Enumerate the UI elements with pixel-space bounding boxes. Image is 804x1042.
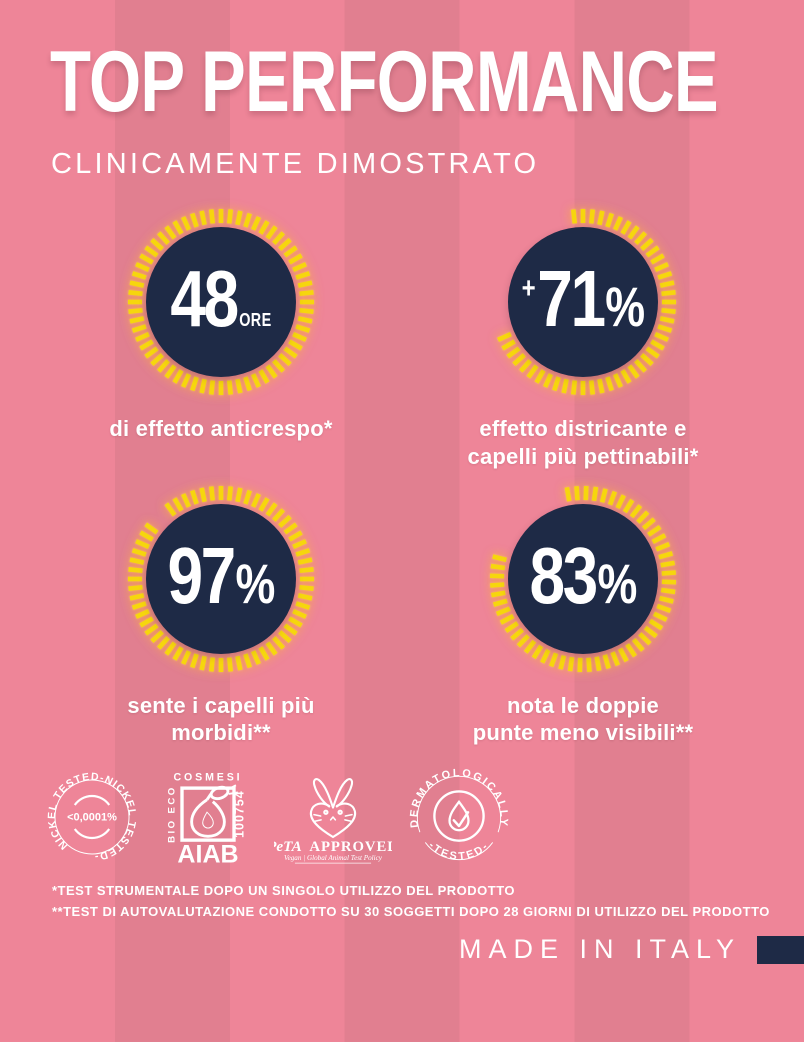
gauge-97: 97% sente i capelli più morbidi** [126,484,316,747]
footer: MADE IN ITALY [0,934,804,965]
gauge-percent-sign: % [597,551,636,616]
promo-poster: { "colors":{ "pink-light":"#ee8598", "pi… [0,40,804,1042]
gauge-number: 48 [170,259,236,339]
peta-approved-text: APPROVED [309,840,392,856]
peta-approved-badge-icon: PeTA APPROVED Vegan | Global Animal Test… [274,767,392,867]
gauge-plus-sign: + [522,272,536,306]
gauge-value: 97% [145,536,297,616]
footnote-line-1: *TEST STRUMENTALE DOPO UN SINGOLO UTILIZ… [52,880,804,901]
peta-subtext: Vegan | Global Animal Test Policy [284,854,383,862]
gauge-caption: effetto districante e capelli più pettin… [468,415,699,470]
aiab-cosmesi-badge-icon: COSMESI BIO ECO 100754 AIAB [156,765,260,869]
gauge-percent-sign: % [605,274,644,339]
footer-accent-bar [757,936,804,964]
gauge-unit: ORE [239,310,271,331]
derm-bottom-arc-text: -TESTED- [426,840,492,863]
dermatologically-tested-badge-icon: DERMATOLOGICALLY -TESTED- [406,764,512,870]
gauge-percent-sign: % [235,551,274,616]
certification-badges: NICKEL TESTED-NICKEL TESTED- <0,0001% CO… [42,764,804,870]
svg-text:PeTA APPROVED: PeTA APPROVED [274,839,392,856]
gauge-83: 83% nota le doppie punte meno visibili** [473,484,694,747]
gauge-value: +71% [507,259,659,339]
gauge-value: 83% [507,536,659,616]
derm-droplet-check-icon [450,802,469,830]
footnote-line-2: **TEST DI AUTOVALUTAZIONE CONDOTTO SU 30… [52,901,804,922]
caption-line: sente i capelli più [127,692,314,719]
aiab-atomizer-icon [192,786,238,837]
svg-text:DERMATOLOGICALLY: DERMATOLOGICALLY [408,768,510,829]
gauge-number: 83 [529,536,595,616]
aiab-right-text: 100754 [233,791,247,838]
gauge-caption: di effetto anticrespo* [109,415,332,442]
gauge-caption: nota le doppie punte meno visibili** [473,692,694,747]
gauge-plus-71: +71% effetto districante e capelli più p… [468,207,699,470]
gauge-number: 97 [167,536,233,616]
gauge-caption: sente i capelli più morbidi** [127,692,314,747]
derm-top-arc-text: DERMATOLOGICALLY [408,768,510,829]
gauge-number: 71 [537,259,603,339]
footnotes: *TEST STRUMENTALE DOPO UN SINGOLO UTILIZ… [52,880,804,922]
caption-line: punte meno visibili** [473,719,694,746]
caption-line: di effetto anticrespo* [109,415,332,442]
peta-brand-text: PeTA [274,839,302,856]
aiab-top-text: COSMESI [173,772,242,784]
gauge-ring-wrap: 83% [488,484,678,674]
gauge-ring-wrap: 97% [126,484,316,674]
aiab-left-text: BIO ECO [166,786,177,843]
nickel-center-text: <0,0001% [67,812,117,824]
peta-bunny-icon [311,779,355,837]
caption-line: capelli più pettinabili* [468,443,699,470]
nickel-tested-badge-icon: NICKEL TESTED-NICKEL TESTED- <0,0001% [42,767,142,867]
gauge-ring-wrap: +71% [488,207,678,397]
aiab-name-text: AIAB [177,841,238,869]
page-title: TOP PERFORMANCE [50,40,638,124]
caption-line: nota le doppie [473,692,694,719]
caption-line: effetto districante e [468,415,699,442]
made-in-italy-label: MADE IN ITALY [459,934,741,965]
caption-line: morbidi** [127,719,314,746]
svg-text:-TESTED-: -TESTED- [426,840,492,863]
page-subtitle: CLINICAMENTE DIMOSTRATO [51,148,804,181]
